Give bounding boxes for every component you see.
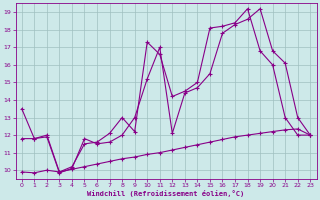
X-axis label: Windchill (Refroidissement éolien,°C): Windchill (Refroidissement éolien,°C) bbox=[87, 190, 245, 197]
